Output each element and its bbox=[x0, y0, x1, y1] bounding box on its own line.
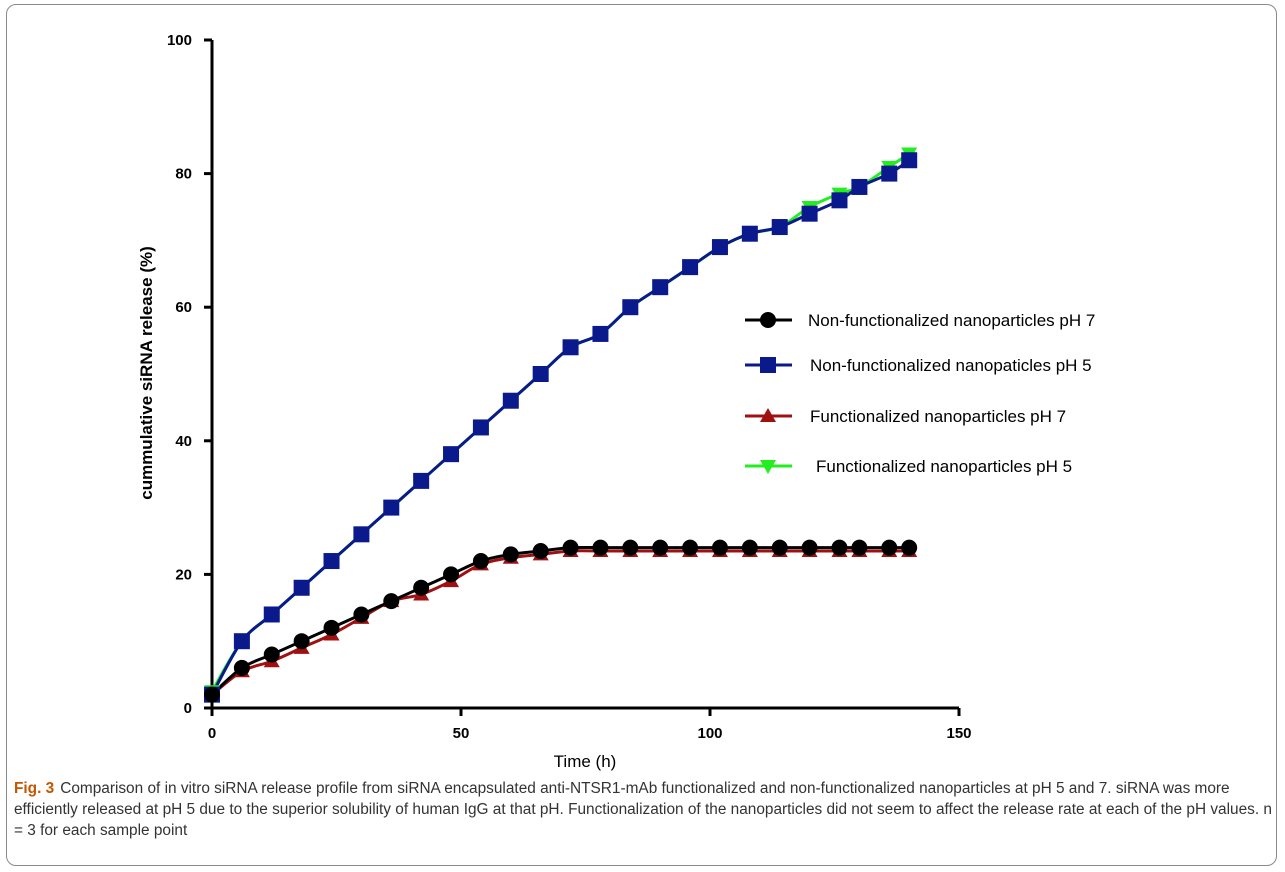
series-1-point bbox=[204, 687, 220, 703]
series-lines bbox=[212, 154, 909, 695]
caption-label: Fig. 3 bbox=[14, 780, 54, 797]
series-1-point bbox=[802, 540, 818, 556]
legend: Non-functionalized nanoparticles pH 7 Non… bbox=[745, 311, 1095, 476]
y-axis-title: cummulative siRNA release (%) bbox=[137, 246, 156, 500]
series-2-point bbox=[772, 219, 788, 235]
series-2-point bbox=[443, 446, 459, 462]
series-2-point bbox=[802, 206, 818, 222]
axes: 0 20 40 60 80 100 0 50 100 150 bbox=[167, 32, 972, 742]
series-1-point bbox=[533, 543, 549, 559]
series-2-point bbox=[234, 633, 250, 649]
series-2-point bbox=[851, 179, 867, 195]
y-tick-label: 40 bbox=[175, 433, 192, 450]
series-1-point bbox=[473, 553, 489, 569]
legend-swatch-marker bbox=[760, 357, 776, 373]
y-tick-label: 80 bbox=[175, 166, 192, 183]
series-1-point bbox=[353, 606, 369, 622]
series-2-point bbox=[652, 279, 668, 295]
x-axis-title: Time (h) bbox=[554, 752, 617, 771]
series-2-point bbox=[592, 326, 608, 342]
series-2-point bbox=[473, 419, 489, 435]
series-2-point bbox=[901, 152, 917, 168]
y-tick-label: 20 bbox=[175, 566, 192, 583]
series-2-point bbox=[533, 366, 549, 382]
series-1-point bbox=[383, 593, 399, 609]
series-2-point bbox=[503, 393, 519, 409]
y-tick-label: 100 bbox=[167, 32, 192, 49]
legend-label: Functionalized nanoparticles pH 5 bbox=[816, 457, 1072, 476]
x-tick-label: 100 bbox=[697, 725, 722, 742]
series-2-point bbox=[742, 226, 758, 242]
series-1-point bbox=[901, 540, 917, 556]
y-tick-label: 0 bbox=[184, 700, 192, 717]
series-1-point bbox=[831, 540, 847, 556]
series-1-point bbox=[851, 540, 867, 556]
series-1-point bbox=[324, 620, 340, 636]
caption-text: Comparison of in vitro siRNA release pro… bbox=[14, 780, 1272, 839]
series-2-point bbox=[712, 239, 728, 255]
series-1-point bbox=[592, 540, 608, 556]
series-2-point bbox=[264, 606, 280, 622]
series-1-point bbox=[234, 660, 250, 676]
series-1-point bbox=[682, 540, 698, 556]
series-2-point bbox=[413, 473, 429, 489]
series-line-3 bbox=[212, 551, 909, 695]
legend-swatch-marker bbox=[760, 312, 776, 328]
series-1-point bbox=[294, 633, 310, 649]
series-1-point bbox=[503, 546, 519, 562]
series-2-point bbox=[881, 166, 897, 182]
legend-label: Functionalized nanoparticles pH 7 bbox=[810, 407, 1066, 426]
series-1-point bbox=[712, 540, 728, 556]
series-2-point bbox=[622, 299, 638, 315]
series-2-point bbox=[324, 553, 340, 569]
figure-caption: Fig. 3 Comparison of in vitro siRNA relea… bbox=[14, 778, 1274, 841]
series-line-2 bbox=[212, 160, 909, 694]
legend-label: Non-functionalized nanopaticles pH 5 bbox=[810, 356, 1092, 375]
y-tick-label: 60 bbox=[175, 299, 192, 316]
series-line-4 bbox=[212, 154, 909, 692]
series-1-point bbox=[443, 566, 459, 582]
x-tick-label: 150 bbox=[946, 725, 971, 742]
series-line-1 bbox=[212, 547, 909, 694]
series-2-point bbox=[383, 500, 399, 516]
series-1-point bbox=[652, 540, 668, 556]
series-1-point bbox=[772, 540, 788, 556]
series-1-point bbox=[563, 540, 579, 556]
series-1-point bbox=[622, 540, 638, 556]
series-2-point bbox=[294, 580, 310, 596]
x-tick-label: 0 bbox=[208, 725, 216, 742]
legend-label: Non-functionalized nanoparticles pH 7 bbox=[808, 311, 1095, 330]
series-2-point bbox=[682, 259, 698, 275]
series-1-point bbox=[264, 647, 280, 663]
x-tick-label: 50 bbox=[453, 725, 470, 742]
series-1-point bbox=[413, 580, 429, 596]
series-2-point bbox=[563, 339, 579, 355]
series-2-point bbox=[353, 526, 369, 542]
series-1-point bbox=[881, 540, 897, 556]
series-2-point bbox=[831, 192, 847, 208]
series-1-point bbox=[742, 540, 758, 556]
